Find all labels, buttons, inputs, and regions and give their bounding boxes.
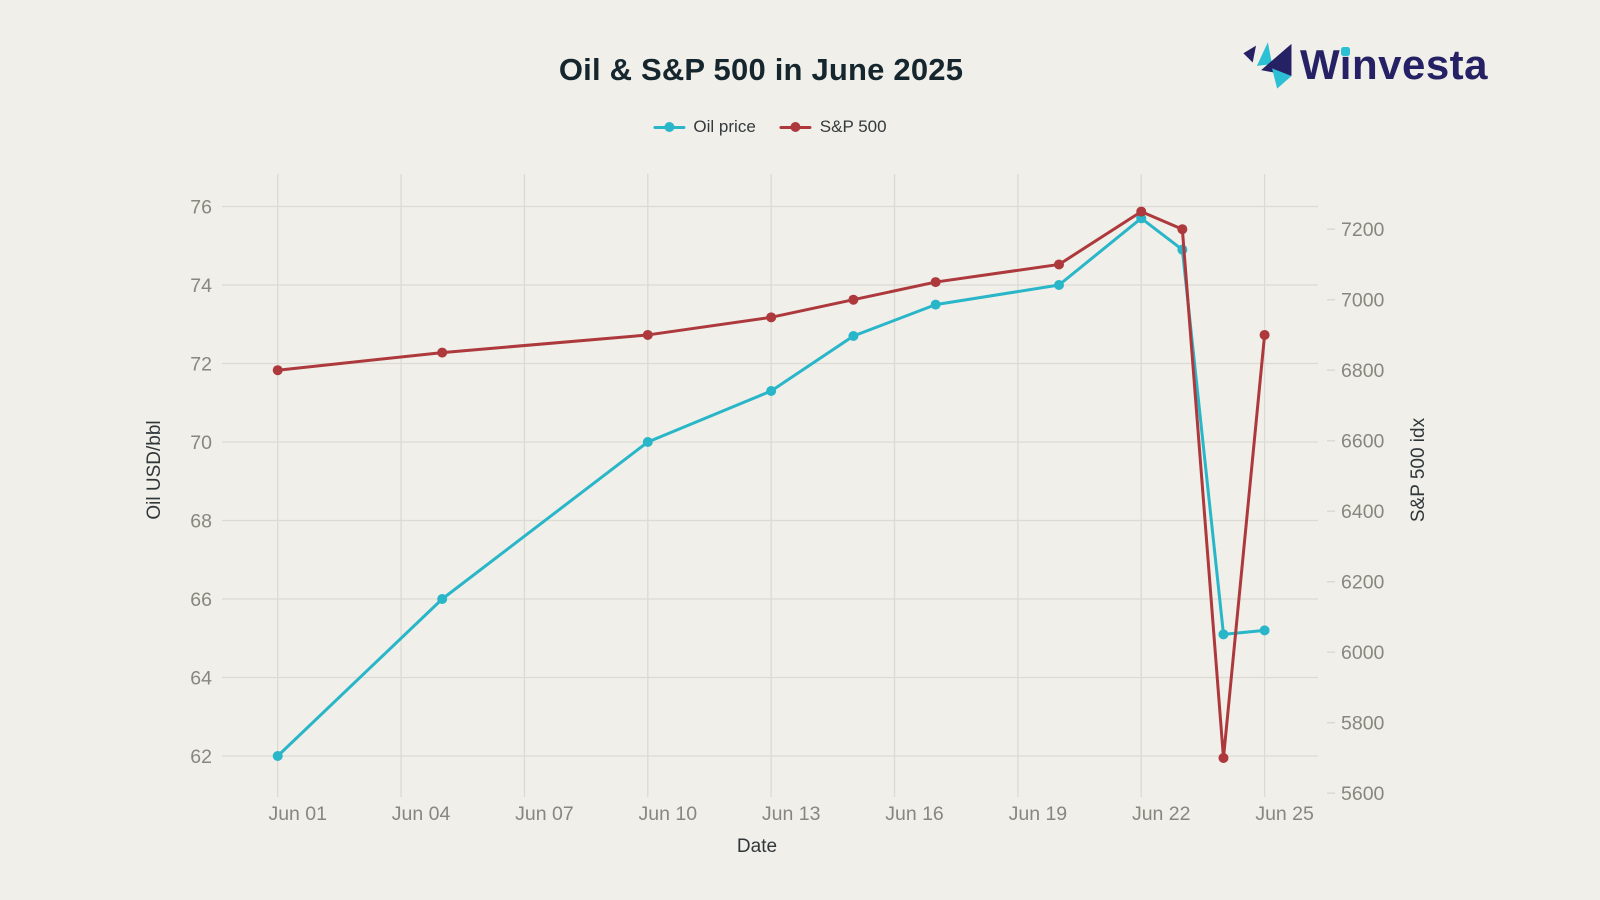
x-tick-label: Jun 07 [515, 803, 574, 825]
s-p-500-marker [1136, 206, 1147, 217]
left-y-tick-label: 66 [190, 589, 212, 611]
right-y-tick-label: 6400 [1341, 501, 1385, 523]
x-tick-label: Jun 10 [639, 803, 698, 825]
right-y-tick-label: 6800 [1341, 360, 1385, 382]
oil-price-marker [766, 385, 777, 396]
oil-price-marker [437, 594, 448, 604]
x-tick-label: Jun 04 [392, 803, 451, 825]
left-y-tick-label: 68 [190, 511, 212, 533]
left-y-tick-label: 74 [190, 275, 212, 297]
legend: Oil price S&P 500 [653, 117, 887, 137]
winvesta-bird-icon [1243, 42, 1292, 89]
left-axis-title: Oil USD/bbl [144, 420, 165, 519]
left-y-tick-label: 76 [190, 197, 212, 219]
s-p-500-marker [1054, 259, 1064, 270]
oil-price-marker [1218, 629, 1229, 640]
s-p-500-marker [766, 312, 777, 323]
oil-price-marker [1259, 625, 1270, 636]
left-y-tick-label: 64 [190, 668, 212, 690]
s-p-500-marker [848, 294, 859, 305]
oil-price-marker [642, 437, 653, 447]
x-tick-label: Jun 22 [1132, 803, 1191, 825]
right-y-tick-label: 6000 [1341, 642, 1385, 664]
legend-label: S&P 500 [819, 117, 887, 136]
x-tick-label: Jun 25 [1255, 803, 1314, 825]
oil-price-marker [848, 331, 859, 342]
x-tick-label: Jun 19 [1009, 803, 1068, 825]
right-y-tick-label: 5800 [1341, 713, 1385, 735]
right-y-tick-label: 7000 [1341, 290, 1385, 312]
right-y-tick-label: 5600 [1341, 783, 1385, 805]
chart-title: Oil & S&P 500 in June 2025 [558, 52, 964, 87]
s-p-500-marker [437, 347, 448, 358]
logo-i-dot-icon [1341, 47, 1350, 56]
x-tick-label: Jun 01 [268, 803, 327, 825]
left-y-tick-label: 62 [190, 746, 212, 768]
s-p-500-marker [1177, 224, 1188, 235]
left-y-tick-label: 70 [190, 432, 212, 454]
s-p-500-marker [272, 365, 283, 376]
oil-price-marker [272, 751, 283, 761]
right-axis-title: S&P 500 idx [1408, 417, 1429, 522]
left-y-tick-label: 72 [190, 354, 212, 376]
s-p-500-marker [930, 277, 941, 288]
winvesta-logo: Winvesta [1240, 34, 1488, 96]
winvesta-logo-text: Winvesta [1300, 41, 1489, 88]
legend-label: Oil price [693, 117, 756, 136]
s-p-500-marker [1218, 752, 1229, 763]
legend-item-oil-price[interactable]: Oil price [653, 117, 756, 137]
right-y-tick-label: 6600 [1341, 431, 1385, 453]
s-p-500-marker [1259, 329, 1270, 340]
legend-item-sp500[interactable]: S&P 500 [779, 117, 887, 137]
x-tick-label: Jun 16 [885, 803, 944, 825]
oil-price-legend-marker-icon [653, 122, 686, 132]
right-y-tick-label: 6200 [1341, 572, 1385, 594]
oil-price-marker [1054, 280, 1064, 290]
x-tick-label: Jun 13 [762, 803, 821, 825]
x-axis-title: Date [737, 836, 777, 857]
right-y-tick-label: 7200 [1341, 219, 1385, 241]
sp500-legend-marker-icon [779, 122, 812, 132]
oil-price-marker [930, 299, 941, 310]
s-p-500-marker [642, 329, 653, 340]
